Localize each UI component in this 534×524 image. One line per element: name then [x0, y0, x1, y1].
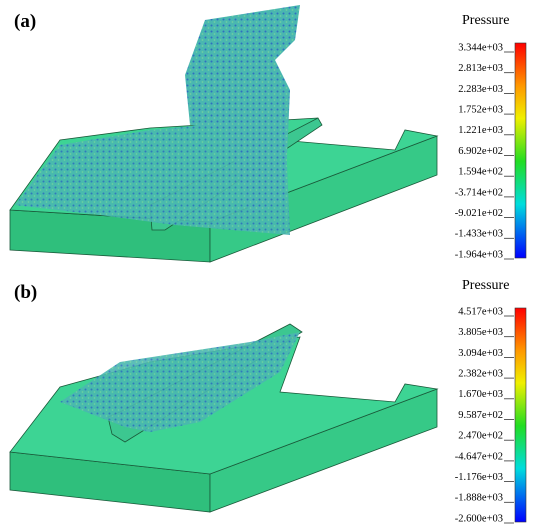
- legend-tick-label: -1.176e+03: [455, 472, 503, 483]
- legend-tick-label: -3.714e+02: [455, 187, 503, 198]
- legend-tick-label: -2.600e+03: [455, 513, 503, 524]
- legend-title: Pressure: [462, 13, 509, 28]
- panel: (a) Pressure 3.344e+03 2.813e+03 2.283e+03…: [10, 5, 526, 262]
- legend-tick-label: -1.433e+03: [455, 229, 503, 240]
- colorbar: [515, 43, 526, 258]
- legend-tick-label: 6.902e+02: [458, 146, 503, 157]
- legend-tick-label: 1.752e+03: [458, 105, 503, 116]
- legend-tick-label: 3.805e+03: [458, 327, 503, 338]
- legend-tick-label: 3.344e+03: [458, 42, 503, 53]
- legend-tick-label: -4.647e+02: [455, 451, 503, 462]
- legend-title: Pressure: [462, 278, 509, 293]
- legend-tick-label: -9.021e+02: [455, 208, 503, 219]
- legend-tick-label: 3.094e+03: [458, 348, 503, 359]
- legend-tick-label: -1.964e+03: [455, 249, 503, 260]
- figure: (a) Pressure 3.344e+03 2.813e+03 2.283e+03…: [0, 0, 534, 524]
- legend-tick-label: 2.470e+02: [458, 431, 503, 442]
- legend-tick-label: -1.888e+03: [455, 493, 503, 504]
- panel: (b) Pressure 4.517e+03 3.805e+03 3.094e+03…: [10, 278, 526, 524]
- legend-tick-label: 1.670e+03: [458, 389, 503, 400]
- colorbar: [515, 308, 526, 522]
- legend-tick-label: 9.587e+02: [458, 410, 503, 421]
- legend-tick-label: 2.813e+03: [458, 63, 503, 74]
- panel-label: (a): [14, 11, 36, 32]
- legend-tick-label: 1.221e+03: [458, 125, 503, 136]
- legend-tick-label: 1.594e+02: [458, 167, 503, 178]
- panel-label: (b): [14, 282, 37, 303]
- legend-tick-label: 4.517e+03: [458, 306, 503, 317]
- legend-tick-label: 2.382e+03: [458, 369, 503, 380]
- legend-tick-label: 2.283e+03: [458, 84, 503, 95]
